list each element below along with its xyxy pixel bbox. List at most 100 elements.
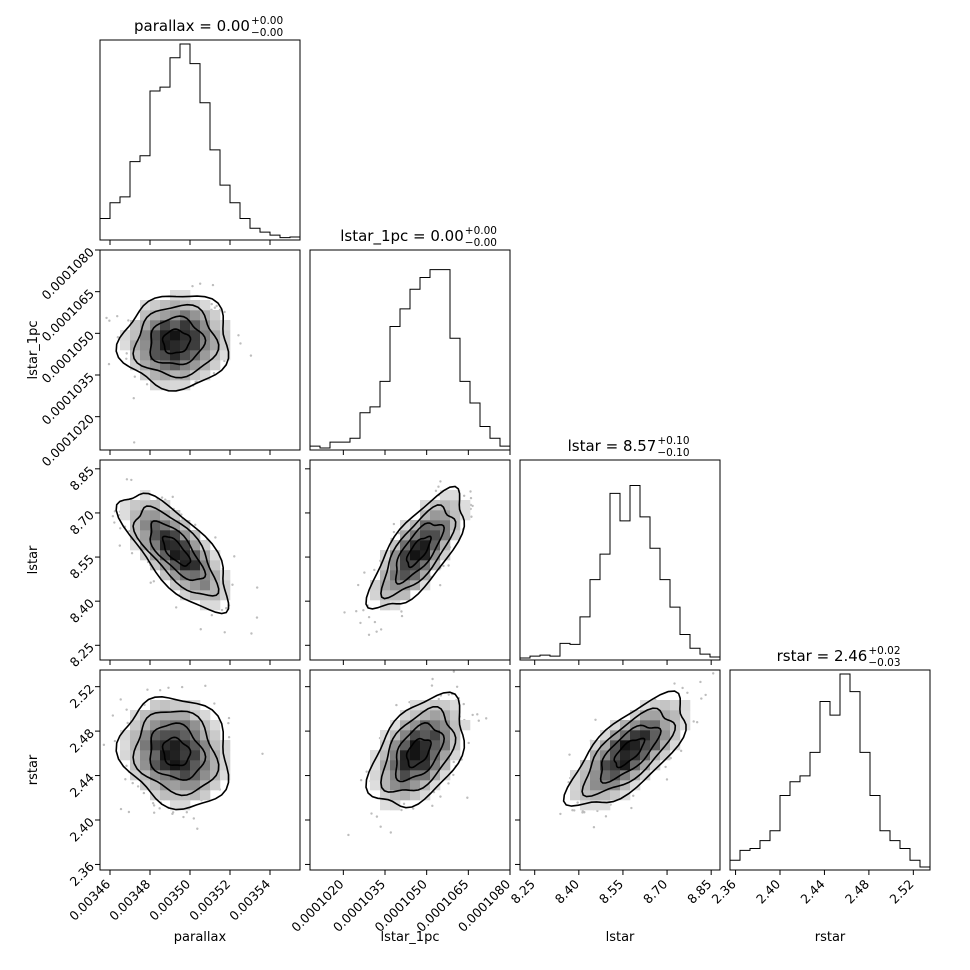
histogram-step-lstar_1pc [310, 269, 510, 449]
y-tick-label: 2.44 [67, 770, 97, 800]
scatter-point [442, 564, 445, 568]
density-cell [140, 530, 151, 541]
scatter-point [130, 552, 134, 555]
density-cell [380, 590, 391, 601]
density-cell [140, 760, 151, 771]
scatter-point [700, 697, 703, 700]
scatter-point [249, 354, 253, 357]
contour-level-2 [149, 520, 207, 582]
scatter-point [108, 319, 111, 322]
density-cell [650, 700, 661, 711]
title-lower-error: −0.10 [657, 447, 689, 459]
density-cell [620, 780, 631, 791]
density-cell [210, 780, 221, 791]
contour-level-2 [394, 522, 446, 585]
scatter-point [66, 334, 68, 336]
density-cell [400, 560, 411, 571]
density-cell [170, 570, 181, 581]
scatter-point [212, 371, 216, 375]
density-cell [180, 340, 191, 351]
density-cell [160, 310, 171, 321]
density-cell [180, 530, 191, 541]
density-cell [600, 780, 611, 791]
density-cell [390, 740, 401, 751]
scatter-point [102, 743, 106, 747]
density-cell [390, 780, 401, 791]
density-cell [380, 740, 391, 751]
x-axis-label-parallax: parallax [174, 930, 227, 945]
scatter-point [477, 719, 480, 722]
scatter-point [196, 827, 199, 830]
density-cell [410, 770, 421, 781]
density-cell [600, 800, 611, 811]
x-tick-label: 8.25 [508, 876, 538, 906]
density-cell [450, 490, 461, 501]
scatter-point [673, 682, 676, 685]
density-cell [160, 510, 171, 521]
density-cell [400, 790, 411, 801]
density-cell [160, 370, 171, 381]
scatter-point [118, 544, 122, 547]
scatter-point [573, 809, 576, 812]
scatter-point [695, 720, 699, 724]
density-cell [410, 700, 421, 711]
density-cell [160, 530, 171, 541]
scatter-point [223, 310, 226, 314]
scatter-point [471, 504, 474, 508]
density-cell [370, 780, 381, 791]
density-cell [640, 750, 651, 761]
panel-parallax-vs-lstar [99, 459, 301, 661]
y-tick-label: 8.70 [67, 507, 97, 537]
density-cell [450, 710, 461, 721]
density-cell [160, 570, 171, 581]
density-cell [170, 800, 181, 811]
density-cell [170, 350, 181, 361]
density-cell [610, 780, 621, 791]
density-cell [140, 540, 151, 551]
contour-level-2 [149, 722, 207, 781]
y-axis-label-rstar: rstar [26, 754, 41, 785]
histogram-rstar: rstar = 2.46 +0.02−0.03 [729, 645, 931, 871]
density-cell [190, 360, 201, 371]
density-cell [160, 780, 171, 791]
density-cell [180, 750, 191, 761]
panel-title-rstar: rstar = 2.46 +0.02−0.03 [777, 645, 901, 669]
scatter-point [370, 812, 373, 815]
scatter-point [198, 282, 202, 285]
scatter-point [119, 807, 123, 811]
density-cell [180, 760, 191, 771]
density-cell [440, 510, 451, 521]
density-cell [140, 320, 151, 331]
density-cell [400, 750, 411, 761]
density-cell [430, 560, 441, 571]
density-cell [590, 780, 601, 791]
density-cell [630, 780, 641, 791]
density-cell [200, 560, 211, 571]
scatter-point [174, 606, 178, 609]
density-cell [170, 530, 181, 541]
density-cell [430, 540, 441, 551]
scatter-point [125, 357, 128, 360]
scatter-point [363, 571, 366, 574]
scatter-point [213, 702, 216, 705]
contour-level-3 [581, 707, 677, 798]
density-cell [420, 780, 431, 791]
density-cell [160, 790, 171, 801]
density-cell [420, 710, 431, 721]
density-cell [220, 740, 231, 751]
scatter-point [151, 801, 155, 805]
title-text: rstar = 2.46 [777, 647, 868, 665]
density-cell [210, 360, 221, 371]
density-cell [140, 740, 151, 751]
density-cell [130, 730, 141, 741]
x-tick-label: 8.85 [684, 876, 714, 906]
axes-frame-diag-2 [519, 459, 721, 661]
density-cell [570, 780, 581, 791]
density-cell [160, 720, 171, 731]
title-upper-error: +0.00 [465, 225, 497, 237]
density-cell [190, 740, 201, 751]
y-tick-label: 8.85 [67, 463, 97, 493]
histogram-step-lstar [520, 485, 720, 659]
density-cell [390, 570, 401, 581]
density-cell [130, 540, 141, 551]
